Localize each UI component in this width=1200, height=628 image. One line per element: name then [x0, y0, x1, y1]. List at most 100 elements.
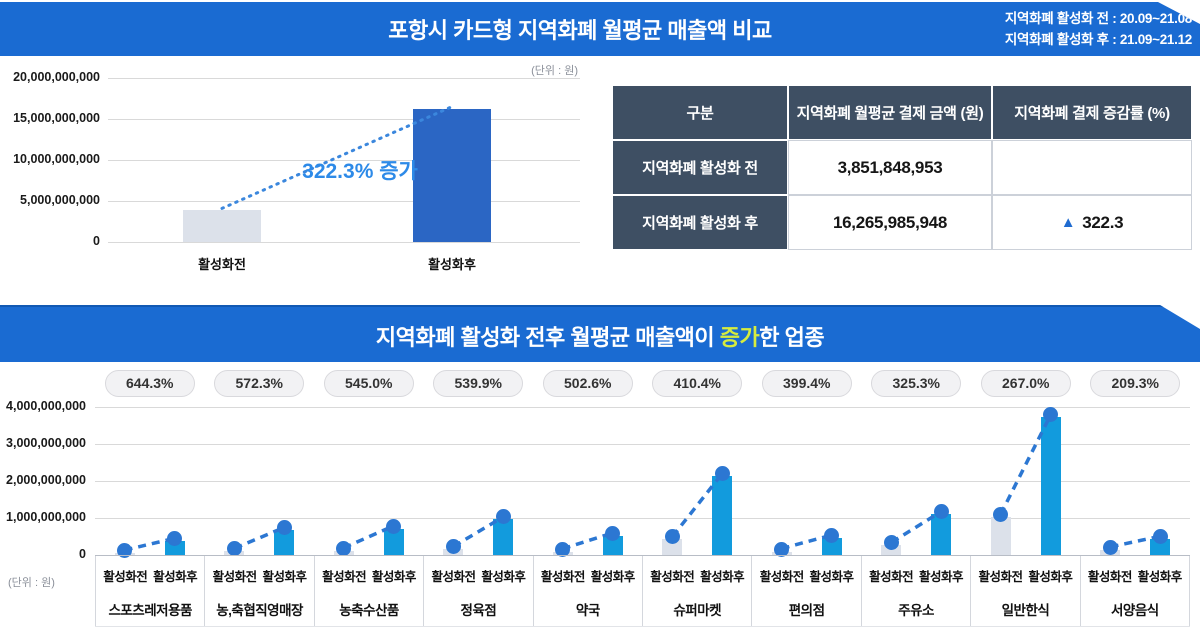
- bar-after: [383, 528, 404, 555]
- trend-dashed-line-layer: [452, 514, 505, 548]
- category-slot: [95, 407, 205, 559]
- sub-label-after: 활성화후: [590, 570, 636, 584]
- category-slot: [1081, 407, 1191, 555]
- category-label-cell: 활성화전 활성화후 농축수산품: [315, 556, 425, 626]
- growth-badge-slot: 539.9%: [424, 370, 534, 397]
- sub-label-before: 활성화전: [650, 570, 695, 584]
- category-chart-plot-area: [95, 407, 1191, 559]
- category-slot: [314, 407, 424, 556]
- data-point-dot: [555, 541, 571, 557]
- y-tick-label: 15,000,000,000: [13, 111, 100, 125]
- change-after-cell: ▲ 322.3: [992, 195, 1192, 250]
- growth-badge: 644.3%: [104, 370, 195, 397]
- growth-badge: 410.4%: [652, 370, 743, 397]
- gridline: [95, 407, 1190, 408]
- sub-label-before: 활성화전: [431, 570, 476, 584]
- sub-label-after: 활성화후: [1028, 570, 1073, 584]
- trend-dashed-line: [670, 471, 724, 538]
- y-tick-label: 20,000,000,000: [13, 70, 100, 84]
- trend-dashed-line: [452, 514, 505, 548]
- category-name-label: 서양음식: [1111, 603, 1159, 618]
- sub-label-after: 활성화후: [481, 570, 526, 584]
- data-point-dot: [824, 528, 840, 544]
- bar-before: [183, 210, 261, 242]
- summary-table: 구분 지역화폐 월평균 결제 금액 (원) 지역화폐 결제 증감률 (%) 지역…: [612, 85, 1192, 250]
- category-slot-row: [95, 407, 1191, 559]
- sub-label-before: 활성화전: [540, 570, 586, 584]
- growth-badge: 502.6%: [542, 370, 633, 397]
- trend-dashed-line-layer: [999, 413, 1053, 516]
- bar-after: [931, 514, 952, 555]
- data-point-dot: [993, 507, 1009, 523]
- sub-label-after: 활성화후: [1137, 570, 1183, 584]
- gridline: [108, 242, 580, 243]
- up-triangle-icon: ▲: [1060, 214, 1076, 231]
- bar-after: [602, 535, 623, 555]
- trend-dotted-line-layer: [220, 105, 454, 210]
- category-label-cell: 활성화전 활성화후 정육점: [424, 556, 534, 626]
- trend-dashed-line-layer: [781, 533, 833, 551]
- table-header-change: 지역화폐 결제 증감률 (%): [992, 85, 1192, 140]
- bar-after: [1040, 417, 1061, 555]
- period-after-label: 지역화폐 활성화 후 : 21.09~21.12: [1004, 31, 1192, 47]
- trend-dashed-line: [999, 413, 1053, 516]
- growth-badge: 572.3%: [214, 370, 305, 397]
- trend-dashed-line: [562, 531, 614, 551]
- bar-after: [493, 519, 514, 555]
- growth-badge: 267.0%: [980, 370, 1071, 397]
- category-name-label: 농,축협직영매장: [216, 603, 303, 618]
- growth-badge-slot: 209.3%: [1081, 370, 1191, 397]
- data-point-dot: [933, 504, 949, 520]
- bar-after: [821, 538, 842, 555]
- category-slot: [971, 407, 1081, 555]
- growth-badge: 399.4%: [761, 370, 852, 397]
- trend-dashed-line-layer: [670, 471, 724, 538]
- data-point-dot: [774, 541, 790, 557]
- data-point-dot: [1152, 529, 1168, 545]
- trend-dashed-line-layer: [562, 531, 614, 551]
- sub-label-before: 활성화전: [322, 570, 367, 584]
- growth-badge-slot: 325.3%: [862, 370, 972, 397]
- table-header-amount: 지역화폐 월평균 결제 금액 (원): [788, 85, 992, 140]
- top-banner: 포항시 카드형 지역화폐 월평균 매출액 비교 지역화폐 활성화 전 : 20.…: [0, 2, 1200, 56]
- data-point-dot: [664, 529, 680, 545]
- category-name-label: 약국: [575, 603, 600, 618]
- data-point-dot: [1043, 407, 1059, 423]
- category-section-title: 지역화폐 활성화 전후 월평균 매출액이 증가한 업종: [0, 320, 1200, 352]
- trend-dashed-line: [233, 525, 286, 550]
- y-tick-label: 2,000,000,000: [6, 473, 86, 487]
- bar-after: [712, 475, 733, 555]
- trend-dashed-line: [342, 524, 395, 550]
- bar-before: [881, 545, 902, 555]
- y-tick-label: 4,000,000,000: [6, 399, 86, 413]
- trend-dashed-line: [890, 509, 943, 544]
- category-chart-x-labels: 활성화전 활성화후 스포츠레저용품 활성화전 활성화후 농,축협직영매장 활성화전 활성화후 농…: [95, 555, 1191, 627]
- category-slot: [862, 407, 972, 555]
- period-before-label: 지역화폐 활성화 전 : 20.09~21.08: [1004, 11, 1192, 26]
- trend-dashed-line-layer: [233, 525, 286, 550]
- category-name-label: 스포츠레저용품: [108, 603, 192, 618]
- period-legend: 지역화폐 활성화 전 : 20.09~21.08 지역화폐 활성화 후 : 21…: [1005, 9, 1192, 51]
- category-label-cell: 활성화전 활성화후 슈퍼마켓: [643, 556, 753, 626]
- sub-label-after: 활성화후: [371, 570, 417, 584]
- sub-label-after: 활성화후: [262, 570, 308, 584]
- growth-badge: 209.3%: [1090, 370, 1181, 397]
- category-slot: [205, 407, 315, 557]
- y-tick-label: 0: [93, 234, 100, 248]
- title-highlight: 증가: [719, 324, 760, 350]
- unit-label-bottom: (단위 : 원): [8, 577, 55, 589]
- amount-before-cell: 3,851,848,953: [788, 140, 992, 195]
- table-header-category: 구분: [612, 85, 788, 140]
- bar-after: [413, 108, 491, 242]
- gridline: [95, 481, 1190, 482]
- y-tick-label: 1,000,000,000: [6, 510, 86, 524]
- category-name-label: 슈퍼마켓: [673, 603, 722, 618]
- data-point-dot: [336, 540, 352, 556]
- gridline: [95, 444, 1190, 445]
- data-point-dot: [1102, 539, 1118, 555]
- growth-badge: 325.3%: [871, 370, 962, 397]
- data-point-dot: [386, 518, 402, 534]
- row-header-before: 지역화폐 활성화 전: [612, 140, 788, 195]
- growth-badge: 539.9%: [433, 370, 524, 397]
